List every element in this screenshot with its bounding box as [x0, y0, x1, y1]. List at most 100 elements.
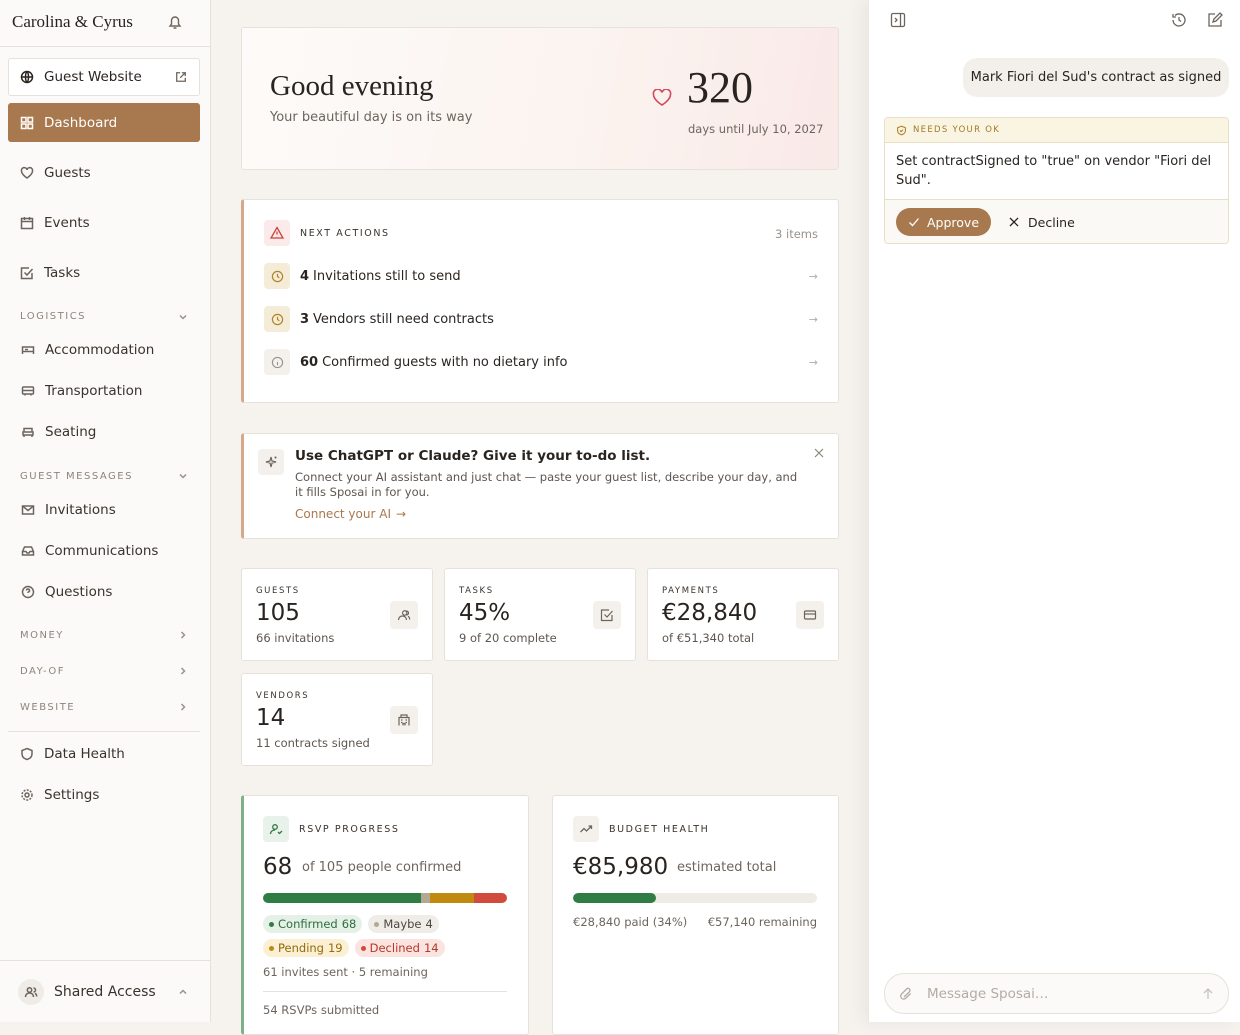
shared-access[interactable]: Shared Access: [18, 979, 156, 1005]
approve-label: Approve: [927, 214, 980, 230]
approve-button[interactable]: Approve: [896, 208, 992, 236]
budget-header: BUDGET HEALTH: [573, 816, 709, 842]
section-title[interactable]: DAY-OF: [20, 666, 66, 677]
stat-value: 45%: [459, 600, 511, 626]
status-chip: Declined 14: [354, 939, 445, 957]
rsvp-title: RSVP PROGRESS: [299, 823, 400, 835]
rsvp-chips: Confirmed 68 Maybe 4 Pending 19 Declined 14: [263, 915, 513, 963]
action-text: Invitations still to send: [313, 268, 461, 284]
nav-seating[interactable]: Seating: [21, 424, 96, 440]
nav-label: Data Health: [44, 746, 125, 762]
chevron-down[interactable]: [178, 312, 188, 322]
nav-label: Settings: [44, 787, 100, 803]
approval-text: Set contractSigned to "true" on vendor "…: [885, 143, 1228, 200]
chevron-right[interactable]: [178, 630, 188, 640]
nav-data-health[interactable]: Data Health: [20, 746, 125, 762]
approval-actions: Approve Decline: [885, 200, 1228, 243]
budget-remaining: €57,140 remaining: [707, 915, 817, 929]
decline-button[interactable]: Decline: [1009, 215, 1075, 230]
chevron-up[interactable]: [178, 987, 188, 997]
stat-card: TASKS 45% 9 of 20 complete: [444, 568, 636, 661]
approval-badge: NEEDS YOUR OK: [885, 118, 1228, 143]
nav-tasks[interactable]: Tasks: [20, 265, 80, 281]
nav-invitations[interactable]: Invitations: [21, 502, 116, 518]
chip-dot: [269, 945, 274, 951]
stat-label: VENDORS: [256, 691, 310, 701]
rsvp-segment: [430, 893, 475, 903]
next-actions-card: NEXT ACTIONS 3 items 4 Invitations still …: [241, 199, 839, 403]
divider: [0, 960, 211, 961]
guest-website-button[interactable]: Guest Website: [8, 58, 200, 96]
action-text: Confirmed guests with no dietary info: [322, 354, 568, 370]
nav-questions[interactable]: Questions: [21, 584, 112, 600]
section-title[interactable]: LOGISTICS: [20, 311, 87, 322]
stat-value: 105: [256, 600, 300, 626]
rsvp-segment: [263, 893, 422, 903]
nav-label: Questions: [45, 584, 113, 600]
rsvp-summary: 61 invites sent · 5 remaining: [263, 965, 428, 979]
section-title[interactable]: GUEST MESSAGES: [20, 471, 133, 482]
budget-title: BUDGET HEALTH: [609, 823, 710, 835]
stat-caption: 9 of 20 complete: [459, 631, 557, 645]
stat-value: 14: [256, 705, 286, 731]
collapse-button[interactable]: [890, 12, 906, 28]
chevron-down[interactable]: [178, 471, 188, 481]
chip-dot: [374, 921, 380, 927]
action-count: 3: [300, 311, 310, 327]
action-item[interactable]: 4 Invitations still to send →: [264, 263, 818, 289]
rsvp-confirmed: 68: [263, 854, 293, 880]
arrow: →: [808, 312, 818, 326]
history-button[interactable]: [1171, 12, 1187, 28]
chevron-right[interactable]: [178, 666, 188, 676]
stat-card: VENDORS 14 11 contracts signed: [241, 673, 433, 766]
close-button[interactable]: [814, 448, 824, 458]
action-item[interactable]: 3 Vendors still need contracts →: [264, 306, 818, 332]
message-input[interactable]: Message Sposai…: [884, 973, 1229, 1014]
connect-link[interactable]: Connect your AI →: [295, 507, 407, 521]
new-chat-button[interactable]: [1207, 12, 1223, 28]
nav-accommodation[interactable]: Accommodation: [21, 342, 154, 358]
nav-communications[interactable]: Communications: [21, 543, 158, 559]
section-title[interactable]: MONEY: [20, 630, 64, 641]
nav-label: Transportation: [45, 383, 143, 399]
action-count: 60: [300, 354, 319, 370]
rsvp-header: RSVP PROGRESS: [263, 816, 400, 842]
chevron-right[interactable]: [178, 702, 188, 712]
chip-name: Declined: [369, 941, 420, 955]
connect-link-label: Connect your AI: [295, 507, 391, 521]
nav-label: Communications: [45, 543, 159, 559]
divider: [8, 731, 200, 732]
stat-icon: [593, 601, 621, 629]
nav-transportation[interactable]: Transportation: [21, 383, 142, 399]
approval-card: NEEDS YOUR OK Set contractSigned to "tru…: [884, 117, 1229, 244]
status-chip: Pending 19: [263, 939, 349, 957]
input-placeholder: Message Sposai…: [927, 985, 1049, 1002]
arrow: →: [808, 269, 818, 283]
divider: [263, 991, 507, 992]
stat-caption: 11 contracts signed: [256, 736, 370, 750]
divider: [0, 46, 211, 47]
rsvp-segment: [474, 893, 507, 903]
greeting: Good evening: [270, 70, 434, 102]
chip-count: 68: [341, 917, 357, 931]
rsvp-bar: [263, 893, 507, 903]
section-title[interactable]: WEBSITE: [20, 702, 76, 713]
nav-guests[interactable]: Guests: [20, 165, 91, 181]
status-chip: Confirmed 68: [263, 915, 363, 933]
days-caption: days until July 10, 2027: [688, 122, 824, 136]
bell-icon[interactable]: [166, 13, 184, 31]
nav-dashboard[interactable]: Dashboard: [8, 103, 200, 142]
rsvp-segment: [421, 893, 431, 903]
next-actions-header: NEXT ACTIONS: [264, 220, 390, 246]
nav-settings[interactable]: Settings: [20, 787, 99, 803]
chip-dot: [269, 921, 274, 927]
banner-title: Use ChatGPT or Claude? Give it your to-d…: [295, 448, 651, 464]
nav-events[interactable]: Events: [20, 215, 90, 231]
stat-icon: [796, 601, 824, 629]
nav-label: Events: [44, 215, 90, 231]
action-icon: [264, 349, 290, 375]
stat-card: GUESTS 105 66 invitations: [241, 568, 433, 661]
nav-label: Tasks: [44, 265, 81, 281]
action-item[interactable]: 60 Confirmed guests with no dietary info →: [264, 349, 818, 375]
